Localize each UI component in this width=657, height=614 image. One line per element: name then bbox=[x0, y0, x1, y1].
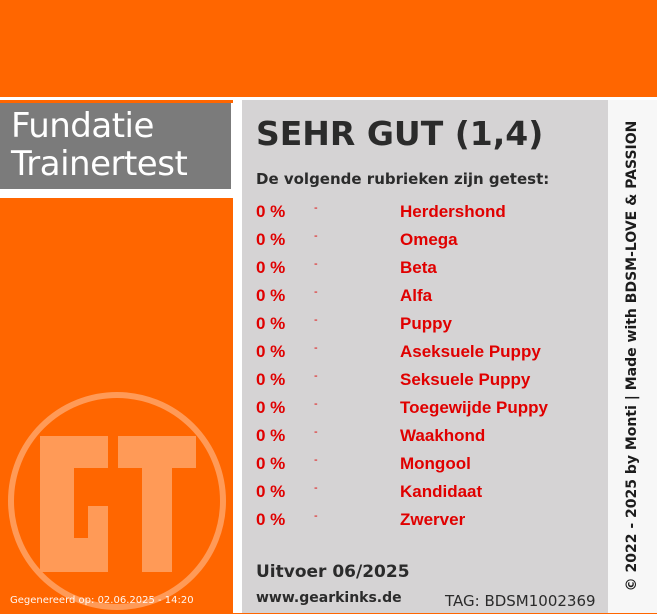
result-category: Omega bbox=[400, 230, 458, 249]
result-dash: - bbox=[314, 342, 318, 354]
result-category: Beta bbox=[400, 258, 437, 277]
website-link[interactable]: www.gearkinks.de bbox=[256, 590, 402, 606]
result-category: Mongool bbox=[400, 454, 471, 473]
divider-line bbox=[0, 97, 657, 100]
result-row: 0 % - Puppy bbox=[242, 310, 608, 338]
tag-id: TAG: BDSM1002369 bbox=[445, 592, 596, 610]
intro-text: De volgende rubrieken zijn getest: bbox=[256, 170, 550, 188]
result-percent: 0 % bbox=[256, 202, 286, 221]
result-category: Puppy bbox=[400, 314, 452, 333]
result-dash: - bbox=[314, 230, 318, 242]
gt-logo-icon: GT bbox=[4, 388, 226, 610]
results-list: 0 % - Herdershond 0 % - Omega 0 % - Beta… bbox=[242, 198, 608, 534]
result-percent: 0 % bbox=[256, 482, 286, 501]
result-percent: 0 % bbox=[256, 510, 286, 529]
result-percent: 0 % bbox=[256, 230, 286, 249]
result-dash: - bbox=[314, 370, 318, 382]
top-banner bbox=[0, 0, 657, 97]
result-percent: 0 % bbox=[256, 370, 286, 389]
result-category: Kandidaat bbox=[400, 482, 483, 501]
result-dash: - bbox=[314, 258, 318, 270]
result-category: Zwerver bbox=[400, 510, 466, 529]
result-row: 0 % - Beta bbox=[242, 254, 608, 282]
copyright-credit: © 2022 - 2025 by Monti | Made with BDSM-… bbox=[624, 120, 640, 592]
result-dash: - bbox=[314, 314, 318, 326]
title-underline bbox=[0, 191, 233, 198]
result-percent: 0 % bbox=[256, 426, 286, 445]
result-row: 0 % - Kandidaat bbox=[242, 478, 608, 506]
results-panel: SEHR GUT (1,4) De volgende rubrieken zij… bbox=[242, 100, 608, 613]
result-dash: - bbox=[314, 426, 318, 438]
result-dash: - bbox=[314, 398, 318, 410]
result-row: 0 % - Waakhond bbox=[242, 422, 608, 450]
title-box: Fundatie Trainertest bbox=[0, 103, 233, 191]
title-line-2: Trainertest bbox=[11, 144, 188, 184]
title-line-1: Fundatie bbox=[11, 106, 154, 146]
result-row: 0 % - Seksuele Puppy bbox=[242, 366, 608, 394]
result-category: Herdershond bbox=[400, 202, 506, 221]
result-dash: - bbox=[314, 202, 318, 214]
result-row: 0 % - Toegewijde Puppy bbox=[242, 394, 608, 422]
result-percent: 0 % bbox=[256, 258, 286, 277]
score-heading: SEHR GUT (1,4) bbox=[256, 114, 544, 153]
result-category: Seksuele Puppy bbox=[400, 370, 531, 389]
result-percent: 0 % bbox=[256, 314, 286, 333]
result-percent: 0 % bbox=[256, 286, 286, 305]
result-dash: - bbox=[314, 482, 318, 494]
result-row: 0 % - Omega bbox=[242, 226, 608, 254]
result-category: Waakhond bbox=[400, 426, 486, 445]
result-row: 0 % - Mongool bbox=[242, 450, 608, 478]
result-row: 0 % - Herdershond bbox=[242, 198, 608, 226]
result-category: Alfa bbox=[400, 286, 433, 305]
result-dash: - bbox=[314, 454, 318, 466]
result-percent: 0 % bbox=[256, 398, 286, 417]
panel-separator bbox=[233, 100, 242, 613]
result-percent: 0 % bbox=[256, 342, 286, 361]
credit-strip: © 2022 - 2025 by Monti | Made with BDSM-… bbox=[608, 100, 657, 613]
result-row: 0 % - Alfa bbox=[242, 282, 608, 310]
result-dash: - bbox=[314, 286, 318, 298]
result-row: 0 % - Zwerver bbox=[242, 506, 608, 534]
generated-timestamp: Gegenereerd op: 02.06.2025 - 14:20 bbox=[10, 595, 194, 606]
result-category: Toegewijde Puppy bbox=[400, 398, 548, 417]
logo-text: GT bbox=[4, 388, 6, 389]
execution-date: Uitvoer 06/2025 bbox=[256, 562, 410, 582]
result-dash: - bbox=[314, 510, 318, 522]
result-percent: 0 % bbox=[256, 454, 286, 473]
result-row: 0 % - Aseksuele Puppy bbox=[242, 338, 608, 366]
result-category: Aseksuele Puppy bbox=[400, 342, 541, 361]
